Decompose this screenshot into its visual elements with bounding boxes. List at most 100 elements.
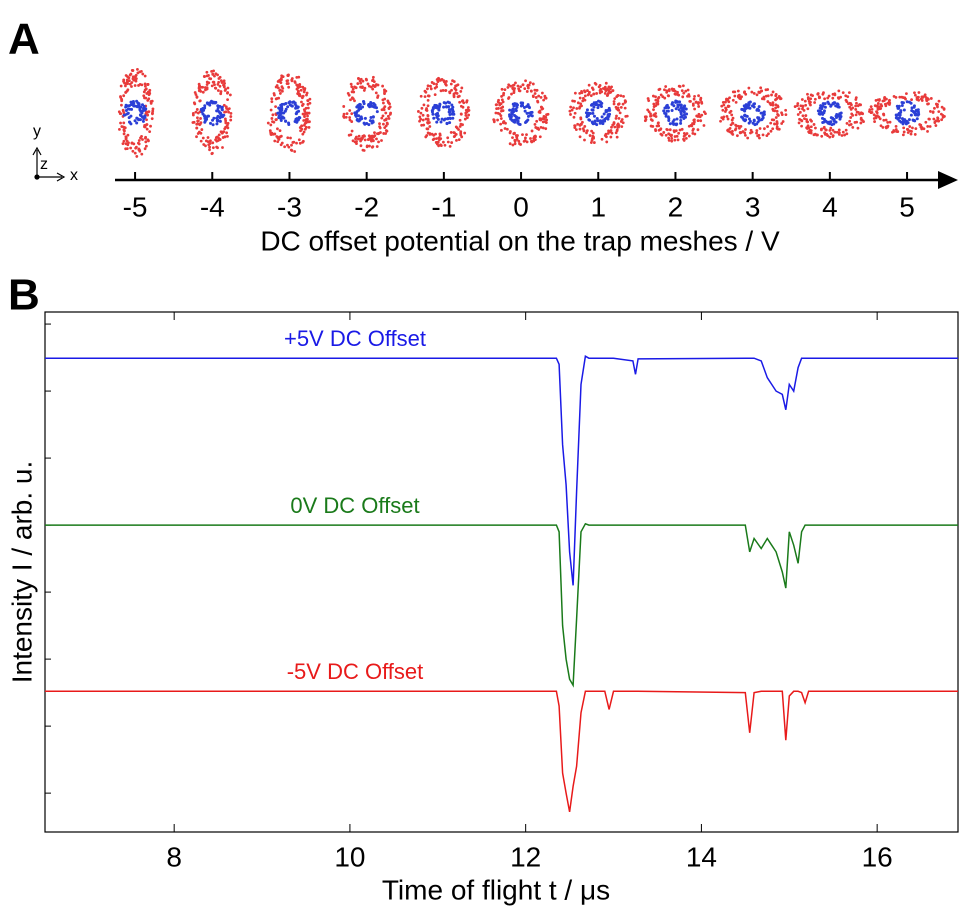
- ion-dot: [681, 84, 685, 88]
- ion-dot: [614, 117, 618, 120]
- ion-dot: [223, 110, 226, 114]
- ion-dot: [131, 77, 135, 81]
- ion-dot: [124, 147, 128, 151]
- ion-dot: [916, 109, 920, 113]
- ion-dot: [195, 122, 199, 126]
- ion-dot: [457, 138, 461, 142]
- ion-dot: [541, 120, 545, 124]
- ion-dot: [546, 112, 550, 116]
- ion-dot: [217, 80, 221, 84]
- ion-dot: [854, 104, 858, 108]
- ion-dot: [451, 79, 454, 83]
- ion-dot: [741, 130, 745, 133]
- ion-dot: [600, 119, 604, 123]
- ion-dot: [426, 127, 430, 131]
- ion-dot: [280, 141, 284, 145]
- ion-dot: [199, 117, 202, 120]
- ion-dot: [442, 118, 446, 122]
- ion-dot: [776, 104, 780, 108]
- ion-dot: [342, 112, 346, 116]
- ion-dot: [534, 96, 538, 99]
- ion-dot: [829, 126, 833, 130]
- ion-dot: [517, 139, 521, 143]
- ion-dot: [673, 92, 677, 96]
- ion-dot: [511, 84, 515, 87]
- ion-dot: [217, 110, 221, 114]
- ion-dot: [573, 124, 577, 128]
- ion-dot: [207, 143, 211, 147]
- ion-dot: [940, 105, 944, 109]
- ion-dot: [383, 88, 386, 92]
- ion-dot: [667, 118, 671, 122]
- ion-dot: [444, 82, 447, 86]
- ion-dot: [762, 97, 766, 101]
- axis-icon-label: x: [70, 167, 78, 184]
- ion-dot: [576, 122, 580, 126]
- ion-dot: [726, 117, 730, 121]
- ion-dot: [613, 97, 617, 101]
- ion-dot: [219, 92, 223, 96]
- ion-dot: [342, 105, 346, 108]
- ion-dot: [145, 123, 149, 127]
- ion-dot: [759, 86, 763, 90]
- ion-dot: [356, 82, 360, 85]
- ion-dot: [684, 89, 688, 93]
- ion-dot: [359, 115, 363, 119]
- ion-dot: [492, 120, 496, 124]
- ion-dot: [454, 88, 458, 92]
- ion-dot: [888, 120, 892, 124]
- ion-dot: [289, 148, 293, 152]
- ion-dot: [143, 147, 147, 151]
- ion-dot: [278, 129, 282, 133]
- ion-dot: [296, 118, 300, 122]
- ion-dot: [606, 131, 610, 135]
- ion-dot: [606, 115, 610, 119]
- ion-dot: [843, 133, 847, 137]
- ion-dot: [433, 93, 437, 97]
- ion-dot: [644, 115, 648, 119]
- ion-dot: [446, 100, 450, 104]
- ion-dot: [274, 118, 278, 122]
- ion-dot: [198, 99, 202, 103]
- ion-dot: [821, 102, 825, 106]
- ion-dot: [685, 132, 689, 135]
- ion-dot: [284, 119, 288, 123]
- ion-dot: [677, 108, 681, 112]
- ion-dot: [467, 109, 471, 112]
- ion-dot: [426, 121, 429, 124]
- ion-dot: [141, 72, 145, 76]
- ion-dot: [389, 111, 393, 115]
- ion-dot: [463, 131, 467, 135]
- ion-dot: [143, 84, 147, 88]
- ion-dot: [122, 128, 126, 132]
- ion-dot: [829, 132, 833, 135]
- ion-dot: [828, 135, 832, 139]
- ion-dot: [542, 114, 546, 118]
- ion-dot: [270, 100, 274, 104]
- ion-dot: [513, 142, 517, 146]
- ion-dot: [305, 117, 309, 121]
- ion-dot: [595, 116, 599, 120]
- ion-dot: [431, 106, 435, 110]
- ion-dot: [587, 83, 591, 87]
- ion-dot: [763, 127, 766, 131]
- ion-dot: [358, 105, 362, 109]
- ion-dot: [868, 110, 871, 113]
- ion-dot: [580, 91, 584, 95]
- ion-dot: [804, 114, 808, 117]
- ion-dot: [774, 116, 778, 119]
- ion-dot: [359, 137, 363, 141]
- ion-dot: [527, 106, 531, 110]
- ion-dot: [303, 88, 306, 92]
- ion-dot: [689, 100, 692, 103]
- ion-dot: [831, 102, 835, 106]
- ion-dot: [899, 120, 903, 124]
- ion-dot: [796, 104, 799, 107]
- ion-dot: [736, 89, 740, 93]
- ion-dot: [744, 128, 747, 131]
- ion-dot: [211, 141, 215, 145]
- ion-dot: [603, 134, 607, 137]
- ion-dot: [604, 89, 608, 93]
- ion-dot: [526, 118, 530, 122]
- ion-dot: [693, 95, 696, 98]
